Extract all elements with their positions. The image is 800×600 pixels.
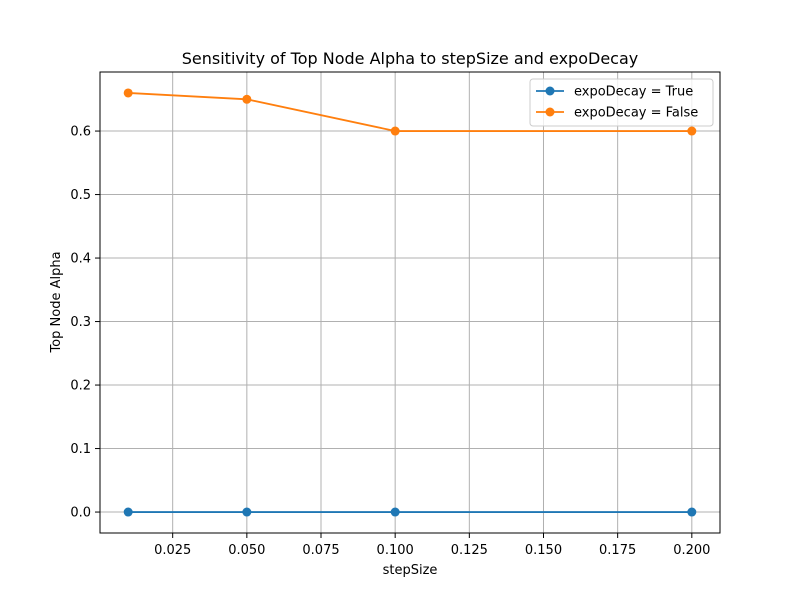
y-tick-label: 0.1 bbox=[70, 442, 91, 457]
legend: expoDecay = True expoDecay = False bbox=[529, 78, 714, 127]
y-tick-label: 0.6 bbox=[70, 125, 91, 140]
y-axis-label: Top Node Alpha bbox=[49, 251, 64, 353]
plot-frame bbox=[99, 71, 721, 534]
x-axis-ticks: 0.025 0.050 0.075 0.100 0.125 0.150 0.175 0.200 bbox=[154, 533, 710, 558]
x-tick-label: 0.150 bbox=[525, 543, 562, 558]
series-2-point bbox=[123, 88, 133, 98]
series-1-point bbox=[123, 507, 133, 517]
y-axis-ticks: 0.0 0.1 0.2 0.3 0.4 0.5 0.6 bbox=[70, 125, 100, 521]
y-tick-label: 0.5 bbox=[70, 188, 91, 203]
series-2-point bbox=[390, 126, 400, 136]
y-tick-label: 0.4 bbox=[70, 252, 91, 267]
y-tick-label: 0.2 bbox=[70, 379, 91, 394]
y-tick-label: 0.0 bbox=[70, 506, 91, 521]
x-tick-label: 0.050 bbox=[228, 543, 265, 558]
legend-marker-2 bbox=[545, 107, 555, 117]
x-tick-label: 0.075 bbox=[302, 543, 339, 558]
x-tick-label: 0.025 bbox=[154, 543, 191, 558]
series-1-point bbox=[242, 507, 252, 517]
series-1-point bbox=[687, 507, 697, 517]
series-2-point bbox=[687, 126, 697, 136]
x-tick-label: 0.100 bbox=[377, 543, 414, 558]
series-line-2 bbox=[128, 92, 692, 132]
x-tick-label: 0.125 bbox=[451, 543, 488, 558]
series-2-point bbox=[242, 94, 252, 104]
series-1-point bbox=[390, 507, 400, 517]
legend-label-1: expoDecay = True bbox=[574, 85, 693, 100]
legend-label-2: expoDecay = False bbox=[574, 106, 698, 121]
legend-box bbox=[529, 78, 714, 127]
legend-marker-1 bbox=[545, 86, 555, 96]
x-tick-label: 0.200 bbox=[673, 543, 710, 558]
x-tick-label: 0.175 bbox=[599, 543, 636, 558]
series-layer bbox=[123, 88, 697, 517]
y-tick-label: 0.3 bbox=[70, 315, 91, 330]
chart-title: Sensitivity of Top Node Alpha to stepSiz… bbox=[182, 49, 638, 68]
x-axis-label: stepSize bbox=[383, 563, 438, 578]
